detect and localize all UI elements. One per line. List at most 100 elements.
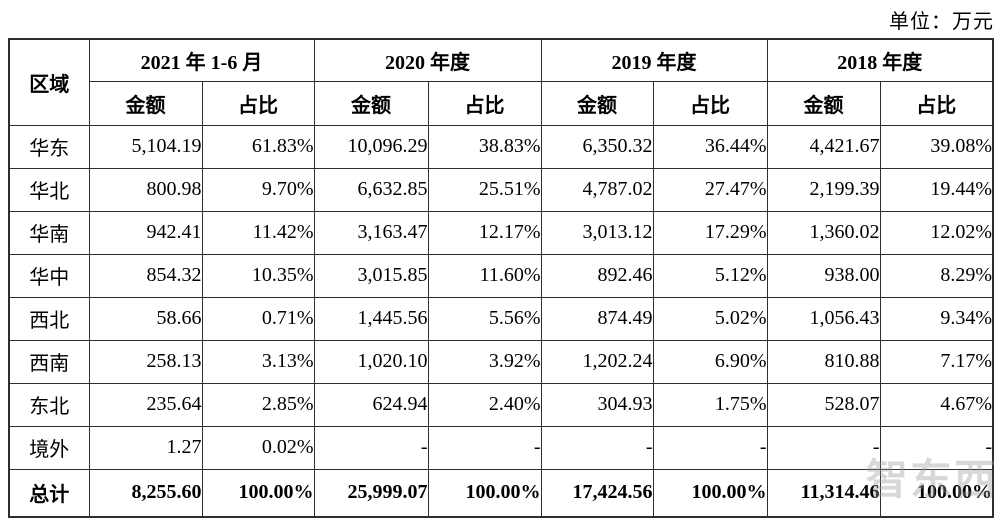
share-cell: 9.34% (879, 296, 994, 341)
amount-cell: 810.88 (766, 339, 881, 384)
amount-cell: 17,424.56 (540, 468, 654, 518)
share-cell: 2.85% (201, 382, 315, 427)
amount-cell: 624.94 (313, 382, 429, 427)
amount-cell: 942.41 (88, 210, 203, 255)
amount-cell: 1,445.56 (313, 296, 429, 341)
share-cell: 12.17% (427, 210, 542, 255)
share-cell: - (879, 425, 994, 470)
header-row-periods: 区域 2021 年 1-6 月 2020 年度 2019 年度 2018 年度 (8, 38, 994, 126)
table-row: 华东 5,104.19 61.83% 10,096.29 38.83% 6,35… (8, 124, 994, 169)
amount-cell: 4,787.02 (540, 167, 654, 212)
amount-cell: 10,096.29 (313, 124, 429, 169)
share-cell: 27.47% (652, 167, 768, 212)
header-row-metrics: 金额 占比 金额 占比 金额 占比 金额 占比 (9, 80, 994, 126)
amount-cell: 1.27 (88, 425, 203, 470)
period-header-2020: 2020 年度 (313, 38, 542, 82)
share-header: 占比 (201, 80, 315, 126)
table-row: 东北 235.64 2.85% 624.94 2.40% 304.93 1.75… (8, 382, 994, 427)
share-cell: 39.08% (879, 124, 994, 169)
share-cell: 4.67% (879, 382, 994, 427)
table-row-total: 总计 8,255.60 100.00% 25,999.07 100.00% 17… (8, 468, 994, 518)
amount-cell: 304.93 (540, 382, 654, 427)
amount-header: 金额 (313, 80, 429, 126)
share-cell: 25.51% (427, 167, 542, 212)
share-cell: 3.13% (201, 339, 315, 384)
amount-cell: 11,314.46 (766, 468, 881, 518)
amount-cell: - (540, 425, 654, 470)
region-label: 华东 (8, 124, 90, 169)
share-cell: - (652, 425, 768, 470)
amount-cell: - (313, 425, 429, 470)
share-cell: 19.44% (879, 167, 994, 212)
region-label: 华南 (8, 210, 90, 255)
table-row: 华北 800.98 9.70% 6,632.85 25.51% 4,787.02… (8, 167, 994, 212)
share-cell: 2.40% (427, 382, 542, 427)
share-cell: 5.02% (652, 296, 768, 341)
amount-cell: - (766, 425, 881, 470)
share-cell: 3.92% (427, 339, 542, 384)
amount-cell: 4,421.67 (766, 124, 881, 169)
amount-header: 金额 (540, 80, 654, 126)
amount-cell: 6,632.85 (313, 167, 429, 212)
share-cell: - (427, 425, 542, 470)
share-cell: 100.00% (427, 468, 542, 518)
share-cell: 1.75% (652, 382, 768, 427)
amount-cell: 854.32 (88, 253, 203, 298)
amount-cell: 3,163.47 (313, 210, 429, 255)
share-header: 占比 (427, 80, 542, 126)
share-cell: 11.60% (427, 253, 542, 298)
share-cell: 17.29% (652, 210, 768, 255)
region-column-header: 区域 (8, 38, 90, 126)
share-cell: 100.00% (201, 468, 315, 518)
amount-cell: 2,199.39 (766, 167, 881, 212)
region-label: 西南 (8, 339, 90, 384)
table-row: 华中 854.32 10.35% 3,015.85 11.60% 892.46 … (8, 253, 994, 298)
table-row: 西北 58.66 0.71% 1,445.56 5.56% 874.49 5.0… (8, 296, 994, 341)
share-header: 占比 (879, 80, 994, 126)
region-label: 华北 (8, 167, 90, 212)
share-cell: 7.17% (879, 339, 994, 384)
amount-cell: 5,104.19 (88, 124, 203, 169)
region-label: 总计 (8, 468, 90, 518)
share-cell: 9.70% (201, 167, 315, 212)
share-cell: 5.56% (427, 296, 542, 341)
amount-cell: 6,350.32 (540, 124, 654, 169)
share-cell: 6.90% (652, 339, 768, 384)
amount-cell: 1,202.24 (540, 339, 654, 384)
amount-cell: 8,255.60 (88, 468, 203, 518)
amount-cell: 528.07 (766, 382, 881, 427)
amount-cell: 258.13 (88, 339, 203, 384)
share-cell: 61.83% (201, 124, 315, 169)
region-label: 东北 (8, 382, 90, 427)
amount-cell: 58.66 (88, 296, 203, 341)
share-cell: 100.00% (652, 468, 768, 518)
region-revenue-table: 区域 2021 年 1-6 月 2020 年度 2019 年度 2018 年度 … (8, 38, 995, 518)
region-label: 境外 (8, 425, 90, 470)
region-label: 华中 (8, 253, 90, 298)
period-header-2021h1: 2021 年 1-6 月 (88, 38, 315, 82)
amount-cell: 892.46 (540, 253, 654, 298)
amount-cell: 800.98 (88, 167, 203, 212)
share-cell: 5.12% (652, 253, 768, 298)
amount-cell: 235.64 (88, 382, 203, 427)
unit-label: 单位：万元 (889, 11, 994, 33)
period-header-2019: 2019 年度 (540, 38, 768, 82)
amount-cell: 1,056.43 (766, 296, 881, 341)
amount-cell: 25,999.07 (313, 468, 429, 518)
table-row: 境外 1.27 0.02% - - - - - - (8, 425, 994, 470)
share-cell: 100.00% (879, 468, 994, 518)
period-header-2018: 2018 年度 (766, 38, 994, 82)
amount-cell: 3,015.85 (313, 253, 429, 298)
amount-cell: 874.49 (540, 296, 654, 341)
table-row: 华南 942.41 11.42% 3,163.47 12.17% 3,013.1… (8, 210, 994, 255)
share-cell: 0.02% (201, 425, 315, 470)
amount-header: 金额 (88, 80, 203, 126)
share-cell: 11.42% (201, 210, 315, 255)
share-cell: 12.02% (879, 210, 994, 255)
share-cell: 8.29% (879, 253, 994, 298)
amount-cell: 1,020.10 (313, 339, 429, 384)
region-label: 西北 (8, 296, 90, 341)
share-cell: 36.44% (652, 124, 768, 169)
table-row: 西南 258.13 3.13% 1,020.10 3.92% 1,202.24 … (8, 339, 994, 384)
